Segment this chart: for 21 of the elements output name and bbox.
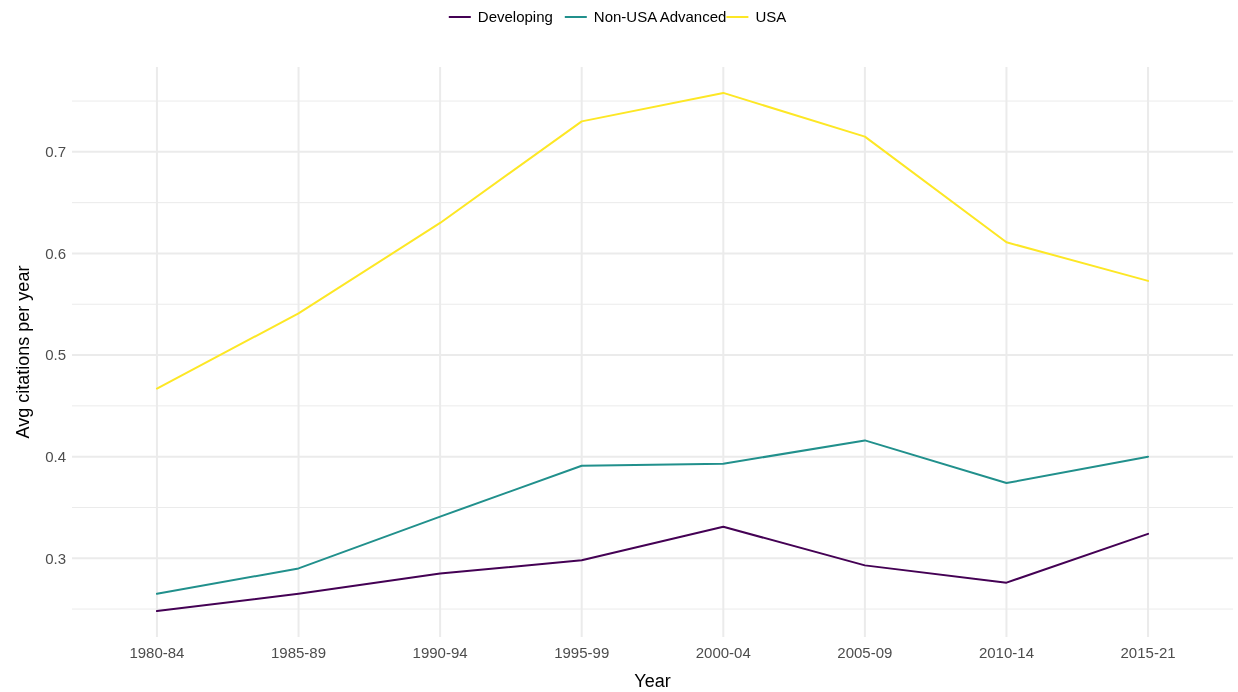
x-tick-label: 1995-99: [554, 644, 610, 661]
y-tick-label: 0.5: [45, 346, 66, 364]
legend-label: Non-USA Advanced: [593, 8, 727, 26]
line-series: [155, 525, 1150, 613]
y-tick-label: 0.6: [45, 244, 66, 262]
legend-label: USA: [755, 8, 787, 26]
y-tick-label: 0.7: [45, 143, 66, 161]
x-tick-label: 2010-14: [978, 644, 1034, 661]
line-series: [155, 439, 1150, 595]
x-tick-label: 2015-21: [1120, 644, 1176, 661]
x-tick-label: 1980-84: [129, 644, 185, 661]
line-series: [155, 91, 1150, 390]
legend-label: Developing: [477, 8, 553, 26]
x-tick-label: 1990-94: [412, 644, 468, 661]
y-axis-title: Avg citations per year: [13, 265, 33, 439]
x-tick-label: 1985-89: [271, 644, 327, 661]
x-axis-title: Year: [634, 671, 671, 691]
x-tick-label: 2000-04: [695, 644, 751, 661]
x-tick-label: 2005-09: [837, 644, 893, 661]
y-tick-label: 0.3: [45, 549, 66, 567]
y-tick-label: 0.4: [45, 447, 66, 465]
